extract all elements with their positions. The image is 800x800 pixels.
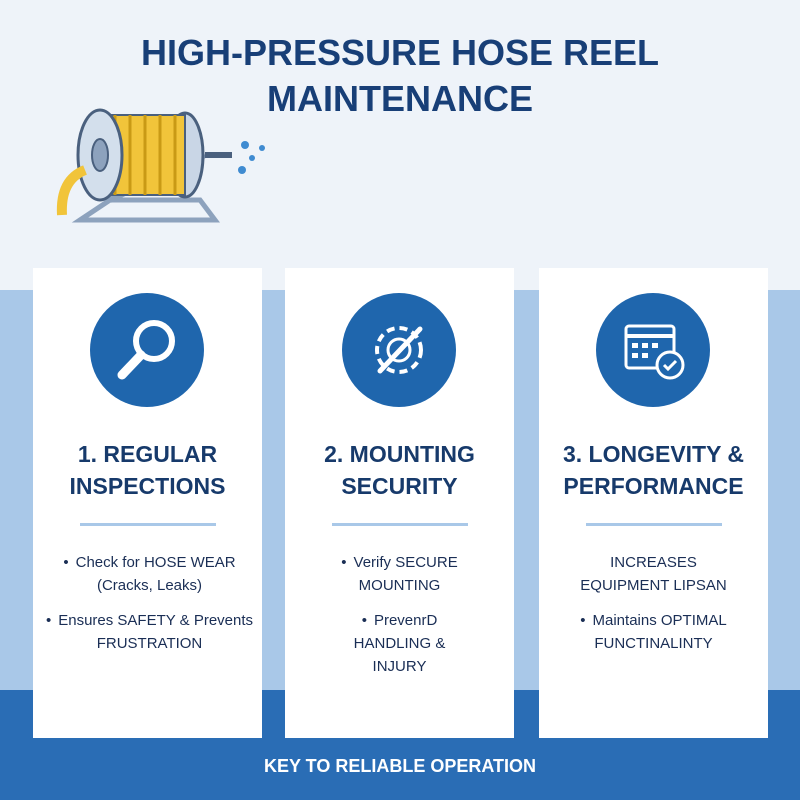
divider xyxy=(586,523,722,526)
gear-wrench-icon xyxy=(342,293,456,407)
card: 2. MOUNTING SECURITY Verify SECURE MOUNTI… xyxy=(285,268,514,738)
search-icon xyxy=(90,293,204,407)
heading-line: SECURITY xyxy=(341,473,458,499)
card: 1. REGULAR INSPECTIONS Check for HOSE WEA… xyxy=(33,268,262,738)
heading-line: PERFORMANCE xyxy=(563,473,744,499)
hose-reel-illustration xyxy=(56,108,265,223)
title-line: MAINTENANCE xyxy=(267,78,533,119)
card-heading: 2. MOUNTING SECURITY xyxy=(285,438,514,502)
bullet: PrevenrD HANDLING & INJURY xyxy=(325,609,474,678)
divider xyxy=(332,523,468,526)
heading-line: 2. MOUNTING xyxy=(324,441,475,467)
card-heading: 1. REGULAR INSPECTIONS xyxy=(33,438,262,502)
divider xyxy=(80,523,216,526)
lead-text: INCREASES EQUIPMENT LIPSAN xyxy=(580,554,727,594)
title-line: HIGH-PRESSURE HOSE REEL xyxy=(140,32,660,73)
card: 3. LONGEVITY & PERFORMANCE INCREASES EQUI… xyxy=(539,268,768,738)
bullet: Check for HOSE WEAR (Cracks, Leaks) xyxy=(43,551,256,597)
heading-line: 3. LONGEVITY & xyxy=(562,441,745,467)
card-body: INCREASES EQUIPMENT LIPSAN Maintains OPT… xyxy=(567,551,740,667)
card-heading: 3. LONGEVITY & PERFORMANCE xyxy=(539,438,768,502)
heading-line: INSPECTIONS xyxy=(69,473,226,499)
bullet: Verify SECURE MOUNTING xyxy=(325,551,474,597)
heading-line: 1. REGULAR xyxy=(77,441,218,467)
bullet: Ensures SAFETY & Prevents FRUSTRATION xyxy=(43,609,256,655)
footer-text: KEY TO RELIABLE OPERATION xyxy=(263,756,537,776)
title: HIGH-PRESSURE HOSE REEL MAINTENANCE xyxy=(0,30,800,122)
bullet: Maintains OPTIMAL FUNCTINALINTY xyxy=(567,609,740,655)
card-body: Verify SECURE MOUNTING PrevenrD HANDLING… xyxy=(325,551,474,690)
card-body: Check for HOSE WEAR (Cracks, Leaks) Ensu… xyxy=(43,551,256,667)
calendar-icon xyxy=(596,293,710,407)
